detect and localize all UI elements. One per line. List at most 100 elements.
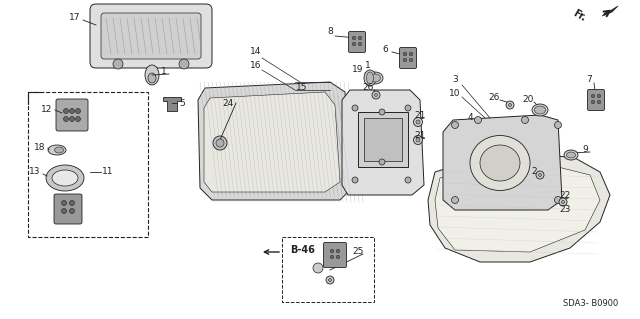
Text: 13: 13 — [29, 167, 41, 176]
Ellipse shape — [46, 165, 84, 191]
FancyBboxPatch shape — [54, 194, 82, 224]
Text: 26: 26 — [362, 84, 374, 93]
Circle shape — [416, 120, 420, 124]
Circle shape — [313, 263, 323, 273]
Circle shape — [536, 171, 544, 179]
Circle shape — [76, 116, 81, 122]
Text: 8: 8 — [327, 27, 333, 36]
Circle shape — [597, 100, 601, 104]
FancyBboxPatch shape — [588, 90, 605, 110]
Circle shape — [70, 116, 74, 122]
Polygon shape — [602, 6, 618, 16]
Ellipse shape — [369, 74, 381, 82]
Circle shape — [330, 249, 334, 253]
Circle shape — [374, 93, 378, 97]
Ellipse shape — [48, 145, 66, 155]
Ellipse shape — [54, 147, 63, 153]
Circle shape — [451, 197, 458, 204]
Ellipse shape — [532, 104, 548, 116]
Circle shape — [179, 59, 189, 69]
Polygon shape — [428, 153, 610, 262]
Text: 21: 21 — [414, 131, 426, 140]
Text: 1: 1 — [161, 68, 167, 77]
Circle shape — [413, 136, 422, 145]
Text: Fr.: Fr. — [572, 8, 588, 24]
Polygon shape — [198, 82, 352, 200]
Circle shape — [70, 201, 74, 205]
Circle shape — [474, 116, 481, 123]
Circle shape — [113, 59, 123, 69]
Circle shape — [213, 136, 227, 150]
Text: 18: 18 — [35, 144, 45, 152]
Ellipse shape — [145, 65, 159, 85]
Polygon shape — [435, 160, 600, 252]
FancyBboxPatch shape — [56, 99, 88, 131]
Circle shape — [352, 105, 358, 111]
Ellipse shape — [364, 70, 376, 86]
Text: 9: 9 — [582, 145, 588, 154]
Circle shape — [405, 105, 411, 111]
Circle shape — [409, 52, 413, 56]
Ellipse shape — [534, 106, 545, 114]
Text: 20: 20 — [522, 95, 534, 105]
Polygon shape — [163, 97, 181, 111]
FancyBboxPatch shape — [349, 32, 365, 53]
Text: 6: 6 — [382, 46, 388, 55]
Bar — [28, 92, 148, 237]
Ellipse shape — [367, 72, 374, 84]
Text: 26: 26 — [488, 93, 500, 102]
Circle shape — [358, 36, 362, 40]
Circle shape — [352, 177, 358, 183]
Text: 16: 16 — [250, 62, 262, 70]
Circle shape — [413, 117, 422, 127]
Circle shape — [70, 209, 74, 213]
Circle shape — [328, 278, 332, 281]
Circle shape — [538, 174, 541, 176]
Circle shape — [416, 138, 420, 142]
Circle shape — [330, 255, 334, 259]
Circle shape — [451, 122, 458, 129]
Circle shape — [509, 103, 511, 107]
Circle shape — [63, 108, 68, 114]
Text: 22: 22 — [559, 191, 571, 201]
Ellipse shape — [480, 145, 520, 181]
Circle shape — [216, 139, 224, 147]
Ellipse shape — [148, 73, 156, 83]
Circle shape — [372, 91, 380, 99]
Text: 7: 7 — [586, 76, 592, 85]
Text: 2: 2 — [531, 167, 537, 176]
Text: 5: 5 — [179, 100, 185, 108]
Text: 3: 3 — [452, 76, 458, 85]
Circle shape — [76, 108, 81, 114]
Ellipse shape — [52, 170, 78, 186]
Text: 12: 12 — [42, 106, 52, 115]
Polygon shape — [443, 115, 562, 210]
Text: 15: 15 — [296, 84, 308, 93]
Circle shape — [506, 101, 514, 109]
FancyBboxPatch shape — [101, 13, 201, 59]
Text: 11: 11 — [102, 167, 114, 176]
Text: SDA3- B0900: SDA3- B0900 — [563, 299, 618, 308]
Text: 14: 14 — [250, 48, 262, 56]
Circle shape — [559, 198, 567, 206]
Circle shape — [379, 109, 385, 115]
Text: 23: 23 — [559, 205, 571, 214]
Text: B-46: B-46 — [290, 245, 315, 255]
Text: 21: 21 — [414, 110, 426, 120]
Circle shape — [352, 42, 356, 46]
Circle shape — [522, 116, 529, 123]
Circle shape — [352, 36, 356, 40]
Circle shape — [403, 52, 407, 56]
Circle shape — [561, 201, 564, 204]
Ellipse shape — [564, 150, 578, 160]
Text: 24: 24 — [222, 99, 234, 108]
Text: 25: 25 — [352, 248, 364, 256]
Circle shape — [326, 276, 334, 284]
Text: 1: 1 — [365, 62, 371, 70]
Circle shape — [336, 255, 340, 259]
Circle shape — [409, 58, 413, 62]
Polygon shape — [204, 92, 340, 192]
FancyBboxPatch shape — [399, 48, 417, 69]
Circle shape — [554, 197, 561, 204]
Text: 4: 4 — [467, 114, 473, 122]
